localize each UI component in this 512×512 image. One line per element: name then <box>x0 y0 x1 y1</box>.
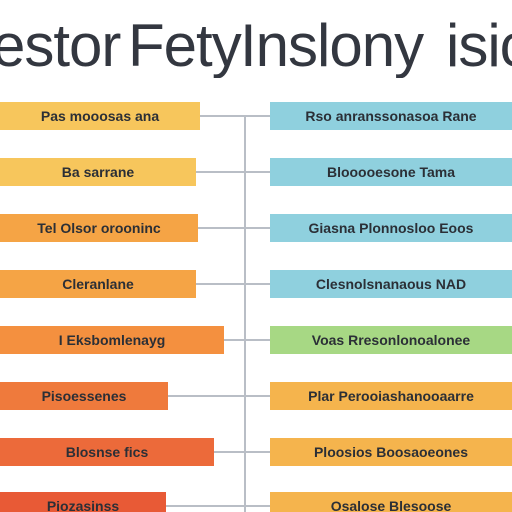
left-bar-label: Ba sarrane <box>61 164 135 180</box>
left-bar: Pas mooosas ana <box>0 102 200 130</box>
title-part-3: Inslony <box>240 14 424 78</box>
title-part-2: Fety <box>128 14 242 78</box>
right-bar: Blooooesone Tama <box>270 158 512 186</box>
title-part-4: isic <box>446 14 512 78</box>
left-bar-label: Pisoessenes <box>41 388 127 404</box>
right-bar-label: Blooooesone Tama <box>326 164 456 180</box>
connector-branch <box>166 505 270 507</box>
right-bar-label: Clesnolsnanaous NAD <box>315 276 467 292</box>
right-bar: Voas Rresonlonoalonee <box>270 326 512 354</box>
left-bar-label: Cleranlane <box>62 276 134 292</box>
left-bar-label: Tel Olsor orooninc <box>37 220 161 236</box>
connector-branch <box>196 171 270 173</box>
left-bar: Piozasinss <box>0 492 166 512</box>
left-bar: Tel Olsor orooninc <box>0 214 198 242</box>
right-bar-label: Ploosios Boosaoeones <box>313 444 469 460</box>
left-bar: Ba sarrane <box>0 158 196 186</box>
left-bar: Pisoessenes <box>0 382 168 410</box>
connector-branch <box>168 395 270 397</box>
connector-branch <box>198 227 270 229</box>
left-bar: Blosnse fics <box>0 438 214 466</box>
right-bar: Ploosios Boosaoeones <box>270 438 512 466</box>
connector-branch <box>200 115 270 117</box>
right-bar: Clesnolsnanaous NAD <box>270 270 512 298</box>
right-bar: Plar Perooiashanooaarre <box>270 382 512 410</box>
right-bar-label: Osalose Blesoose <box>330 498 452 512</box>
connector-branch <box>214 451 270 453</box>
left-bar-label: Piozasinss <box>46 498 120 512</box>
right-bar-label: Rso anranssonasoa Rane <box>305 108 477 124</box>
left-bar: Cleranlane <box>0 270 196 298</box>
right-bar-label: Plar Perooiashanooaarre <box>308 388 474 404</box>
connector-branch <box>224 339 270 341</box>
left-bar-label: I Eksbomlenayg <box>58 332 166 348</box>
left-bar-label: Blosnse fics <box>65 444 149 460</box>
connector-trunk <box>244 115 246 512</box>
right-bar: Rso anranssonasoa Rane <box>270 102 512 130</box>
right-bar: Osalose Blesoose <box>270 492 512 512</box>
diagram-title: estor Fety Inslony isic <box>0 14 512 78</box>
title-part-1: estor <box>0 14 121 78</box>
left-bar: I Eksbomlenayg <box>0 326 224 354</box>
connector-branch <box>196 283 270 285</box>
right-bar-label: Voas Rresonlonoalonee <box>311 332 471 348</box>
right-bar-label: Giasna Plonnosloo Eoos <box>308 220 474 236</box>
right-bar: Giasna Plonnosloo Eoos <box>270 214 512 242</box>
left-bar-label: Pas mooosas ana <box>40 108 160 124</box>
